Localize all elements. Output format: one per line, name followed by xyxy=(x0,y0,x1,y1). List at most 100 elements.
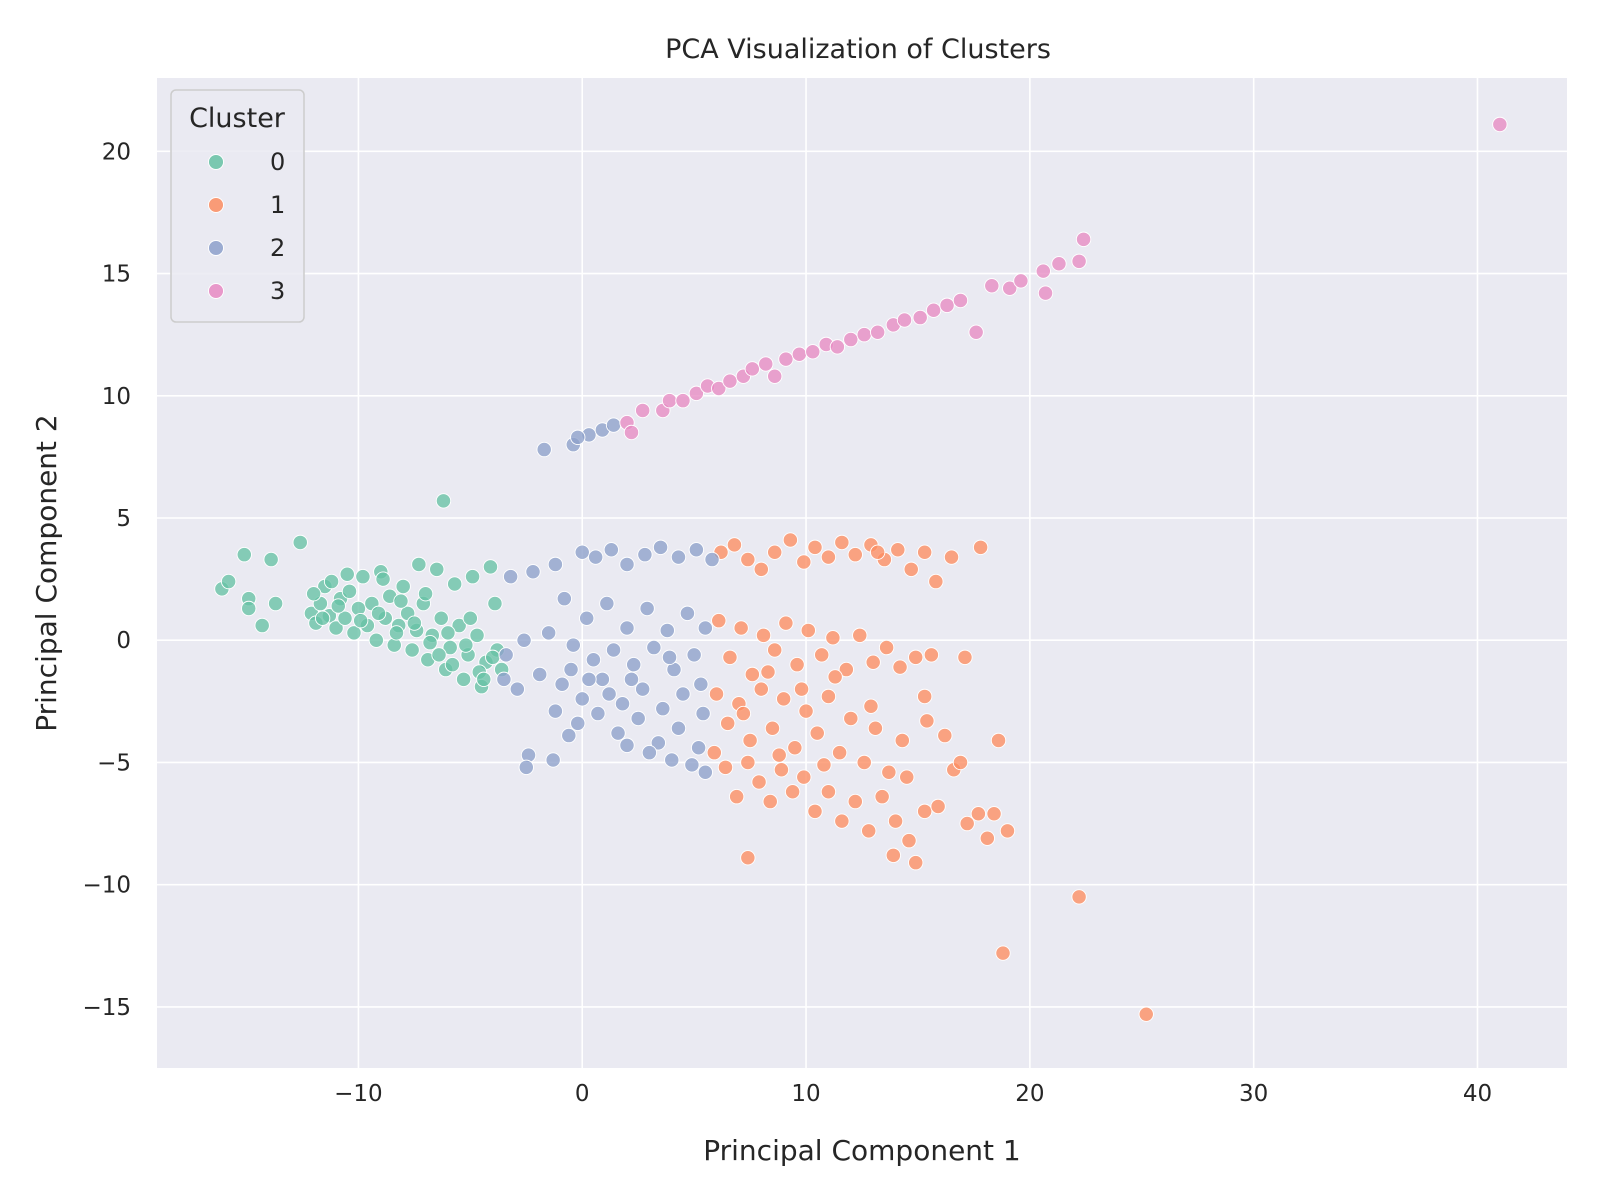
cluster-0-point xyxy=(422,635,438,651)
cluster-2-point xyxy=(610,725,626,741)
cluster-0-point xyxy=(355,569,371,585)
cluster-2-point xyxy=(579,610,595,626)
cluster-0-point xyxy=(339,566,355,582)
cluster-1-point xyxy=(890,542,906,558)
cluster-1-point xyxy=(863,698,879,714)
cluster-3-point xyxy=(1013,273,1029,289)
cluster-2-point xyxy=(518,759,534,775)
cluster-0-point xyxy=(442,639,458,656)
legend: Cluster 0 1 2 3 xyxy=(170,89,305,323)
cluster-2-point xyxy=(541,625,557,641)
cluster-0-point xyxy=(451,617,467,634)
cluster-2-point xyxy=(545,752,561,768)
cluster-0-point xyxy=(241,600,257,617)
cluster-1-point xyxy=(999,823,1016,839)
cluster-2-point xyxy=(670,549,687,565)
cluster-3-point xyxy=(744,361,760,377)
cluster-1-point xyxy=(809,725,825,741)
cluster-3-point xyxy=(675,393,691,409)
cluster-0-point xyxy=(306,586,322,602)
cluster-2-point xyxy=(690,740,707,756)
cluster-2-point xyxy=(590,705,606,722)
cluster-2-point xyxy=(659,622,675,639)
cluster-2-point xyxy=(563,661,579,678)
cluster-1-point xyxy=(771,747,787,763)
chart-title: PCA Visualization of Clusters xyxy=(665,34,1051,65)
cluster-1-point xyxy=(767,544,783,560)
cluster-1-point xyxy=(957,649,973,665)
plot-area xyxy=(157,78,1567,1068)
cluster-1-point xyxy=(865,654,881,670)
cluster-2-point xyxy=(697,764,713,780)
cluster-2-point xyxy=(619,556,635,573)
cluster-1-point xyxy=(834,813,850,829)
cluster-1-point xyxy=(919,713,935,729)
cluster-0-point xyxy=(314,610,331,626)
cluster-3-point xyxy=(1035,263,1051,279)
cluster-2-point xyxy=(619,737,635,753)
cluster-1-point xyxy=(874,789,890,805)
cluster-1-point xyxy=(970,806,987,822)
cluster-1-point xyxy=(831,745,848,761)
cluster-1-point xyxy=(807,539,823,555)
legend-label-1: 1 xyxy=(270,191,285,219)
cluster-1-point xyxy=(894,732,910,749)
cluster-2-point xyxy=(588,549,604,565)
cluster-0-point xyxy=(440,625,456,641)
cluster-2-point xyxy=(655,701,671,717)
cluster-2-point xyxy=(502,569,519,585)
cluster-3-point xyxy=(856,327,872,343)
legend-label-2: 2 xyxy=(270,234,285,262)
cluster-1-point xyxy=(787,740,803,756)
cluster-3-point xyxy=(805,344,821,360)
cluster-1-point xyxy=(762,793,778,810)
x-tick-label: 10 xyxy=(791,1081,820,1107)
cluster-1-point xyxy=(807,803,823,819)
cluster-1-point xyxy=(979,830,995,846)
cluster-3-point xyxy=(778,351,794,367)
legend-marker-1 xyxy=(208,197,224,213)
cluster-1-point xyxy=(784,784,801,800)
cluster-2-point xyxy=(570,715,586,731)
cluster-1-point xyxy=(782,532,799,548)
cluster-2-point xyxy=(684,757,700,773)
legend-marker-3 xyxy=(208,283,224,299)
cluster-1-point xyxy=(838,661,854,678)
cluster-1-point xyxy=(972,539,989,555)
cluster-2-point xyxy=(695,705,711,722)
cluster-1-point xyxy=(740,551,756,568)
cluster-2-point xyxy=(547,703,564,719)
cluster-1-point xyxy=(937,727,953,744)
cluster-1-point xyxy=(760,664,776,680)
cluster-3-point xyxy=(661,393,678,409)
y-tick-label: 15 xyxy=(102,262,131,288)
cluster-2-point xyxy=(585,652,602,668)
cluster-0-point xyxy=(337,610,353,626)
cluster-0-point xyxy=(323,573,340,590)
cluster-1-point xyxy=(796,554,812,570)
cluster-2-point xyxy=(565,637,581,653)
cluster-1-point xyxy=(1138,1006,1154,1022)
cluster-1-point xyxy=(852,627,868,643)
cluster-2-point xyxy=(498,647,514,663)
cluster-1-point xyxy=(834,534,850,551)
cluster-1-point xyxy=(740,754,756,771)
cluster-1-point xyxy=(708,686,725,702)
cluster-1-point xyxy=(742,732,758,749)
cluster-1-point xyxy=(943,549,960,565)
legend-marker-2 xyxy=(208,240,224,256)
cluster-1-point xyxy=(930,798,946,815)
cluster-1-point xyxy=(816,757,832,773)
cluster-1-point xyxy=(778,615,794,631)
cluster-1-point xyxy=(740,850,756,866)
cluster-1-point xyxy=(861,823,877,839)
cluster-1-point xyxy=(908,855,924,871)
cluster-1-point xyxy=(990,732,1007,749)
legend-marker-0 xyxy=(208,154,224,170)
cluster-1-point xyxy=(793,681,810,697)
cluster-2-point xyxy=(561,727,577,744)
cluster-1-point xyxy=(735,705,752,722)
cluster-2-point xyxy=(594,671,611,687)
cluster-2-point xyxy=(661,649,678,665)
